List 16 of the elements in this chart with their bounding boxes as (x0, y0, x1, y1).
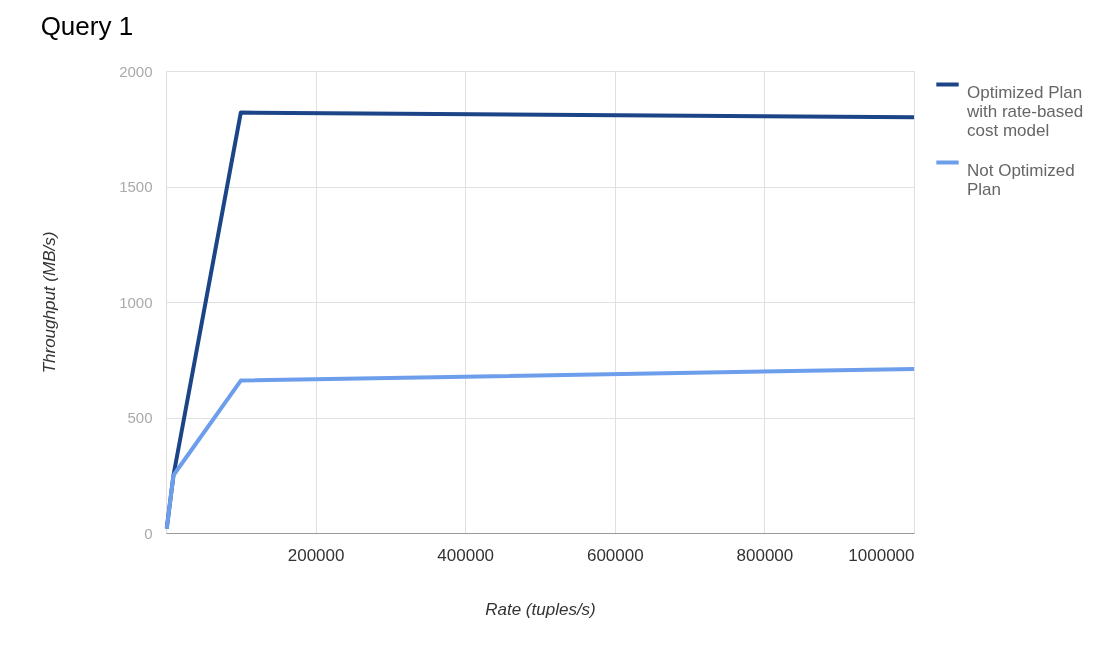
legend-label: Optimized Plan with rate-based cost model (966, 82, 1084, 140)
y-tick-label: 0 (144, 524, 153, 542)
x-tick-label: 400000 (437, 545, 495, 565)
x-axis-title: Rate (tuples/s) (485, 599, 596, 619)
y-tick-label: 1500 (119, 178, 153, 195)
x-tick-label: 200000 (287, 545, 345, 565)
y-tick-label: 1000 (119, 293, 153, 311)
legend-label: Not Optimized Plan (967, 160, 1075, 199)
x-tick-label: 800000 (736, 545, 794, 565)
y-axis-title: Throughput (MB/s) (40, 231, 60, 374)
y-tick-label: 2000 (119, 62, 153, 80)
x-tick-label: 1000000 (848, 545, 915, 565)
line-series (164, 366, 916, 531)
x-tick-label: 600000 (586, 545, 644, 565)
y-tick-label: 500 (127, 409, 153, 426)
chart-title: Query 1 (40, 11, 134, 41)
